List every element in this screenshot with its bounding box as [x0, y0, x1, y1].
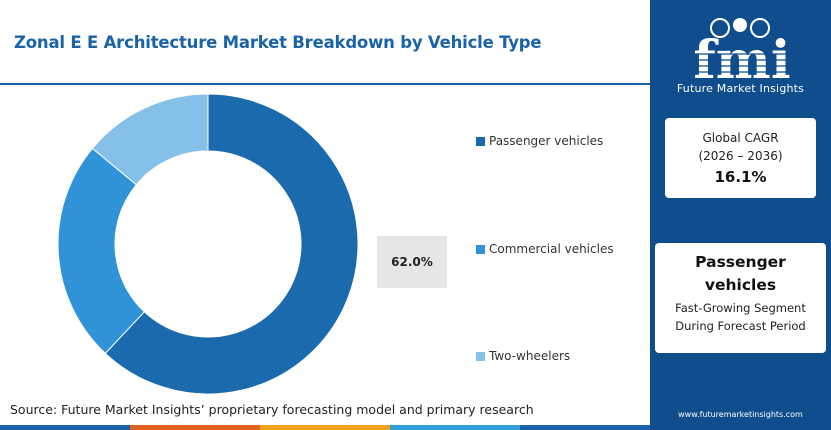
callout-label: 62.0%: [377, 236, 447, 288]
legend-label: Commercial vehicles: [489, 242, 614, 256]
website-url: www.futuremarketinsights.com: [678, 410, 803, 419]
sidebar: fmi Future Market Insights Global CAGR (…: [650, 0, 831, 430]
chart-title: Zonal E E Architecture Market Breakdown …: [14, 33, 542, 52]
cagr-period: (2026 – 2036): [698, 149, 783, 163]
strip-segment: [520, 425, 650, 430]
legend-item: Commercial vehicles: [476, 242, 614, 256]
logo-caption: Future Market Insights: [676, 82, 805, 95]
legend-item: Passenger vehicles: [476, 134, 603, 148]
fmi-logo: fmi: [682, 18, 802, 91]
donut-slice-commercial-vehicles: [57, 147, 146, 355]
title-divider: [0, 83, 650, 85]
cagr-label: Global CAGR: [702, 131, 779, 145]
strip-segment: [130, 425, 260, 430]
source-note: Source: Future Market Insights’ propriet…: [10, 402, 534, 417]
legend-swatch: [476, 351, 485, 361]
logo-globe-icon: [710, 18, 770, 38]
cagr-value: 16.1%: [714, 168, 767, 186]
legend-swatch: [476, 244, 485, 254]
segment-subtitle-line2: During Forecast Period: [675, 319, 806, 333]
main-panel: Zonal E E Architecture Market Breakdown …: [0, 33, 650, 430]
strip-segment: [260, 425, 390, 430]
legend-item: Two-wheelers: [476, 349, 570, 363]
legend-label: Passenger vehicles: [489, 134, 604, 148]
segment-title-line2: vehicles: [704, 276, 777, 294]
legend-label: Two-wheelers: [489, 349, 571, 363]
bottom-color-strip: [0, 425, 650, 430]
segment-title-line1: Passenger: [695, 253, 786, 271]
strip-segment: [0, 425, 130, 430]
strip-segment: [390, 425, 520, 430]
donut-chart: [57, 93, 359, 395]
donut-slice-two-wheelers: [91, 93, 209, 186]
legend-swatch: [476, 136, 485, 146]
segment-card: Passenger vehicles Fast-Growing Segment …: [655, 243, 826, 353]
logo-stripes: [682, 53, 802, 73]
cagr-card: Global CAGR (2026 – 2036) 16.1%: [665, 118, 816, 198]
segment-subtitle-line1: Fast-Growing Segment: [675, 301, 806, 315]
donut-slice-passenger-vehicles: [104, 93, 359, 395]
